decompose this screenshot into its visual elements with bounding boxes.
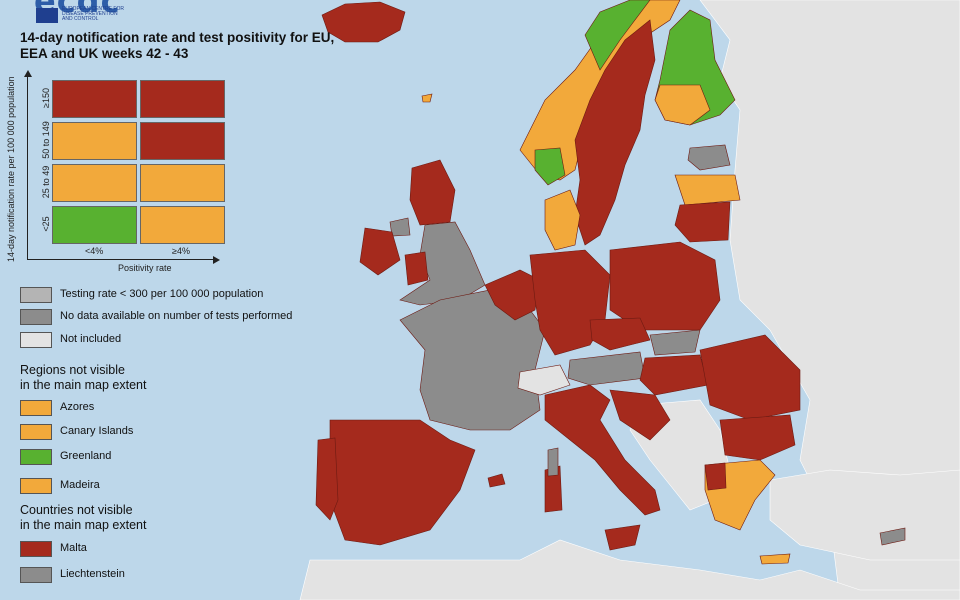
cyprus [879,527,906,546]
benelux [484,269,541,321]
matrix-cell [140,164,225,202]
finland-south [654,84,711,126]
austria [567,351,646,386]
legend-swatch [20,541,52,557]
row-label: ≥150 [41,88,51,108]
matrix-x-arrow-icon [213,256,220,264]
countries-heading: Countries not visible in the main map ext… [20,503,147,532]
ecdc-logo: ecdc EUROPEAN CENTRE FOR DISEASE PREVENTI… [34,0,194,26]
matrix-x-axis [27,259,217,260]
estonia [687,144,731,171]
matrix-y-arrow-icon [24,70,32,77]
poland [609,241,721,331]
legend-label: Azores [60,401,95,413]
wales [404,251,429,286]
ireland [359,227,401,276]
col-label: <4% [85,246,104,256]
legend-label: Greenland [60,450,112,462]
iceland [321,1,406,43]
germany [529,249,611,356]
land-turkey [769,469,960,561]
legend-label: Malta [60,542,87,554]
matrix-cell [140,80,225,118]
portugal [315,437,339,521]
switzerland [517,364,571,396]
norway-north-green [584,0,651,71]
regions-heading: Regions not visible in the main map exten… [20,363,147,392]
legend-swatch [20,567,52,583]
map-title: 14-day notification rate and test positi… [20,30,335,61]
sweden [574,19,656,246]
bulgaria [719,414,796,461]
denmark [544,189,581,251]
latvia [674,174,741,206]
legend-swatch [20,449,52,465]
romania [699,334,801,421]
crete [759,553,791,565]
legend-label: No data available on number of tests per… [60,310,293,322]
north-macedonia [704,462,727,491]
legend-swatch [20,400,52,416]
matrix-y-label: 14-day notification rate per 100 000 pop… [6,76,16,262]
matrix-x-label: Positivity rate [118,263,172,273]
row-label: 25 to 49 [41,165,51,199]
col-label: ≥4% [172,246,190,256]
legend-swatch [20,424,52,440]
spain [329,419,476,546]
matrix-cell [140,122,225,160]
sicily [604,524,641,551]
matrix-cell [52,80,137,118]
legend-label: Liechtenstein [60,568,125,580]
czechia [589,317,651,351]
legend-swatch [20,332,52,348]
croatia [609,389,671,441]
land-north-africa [299,539,960,600]
lithuania [674,201,731,243]
scotland [409,159,456,226]
italy [544,384,661,516]
logo-org-text: EUROPEAN CENTRE FOR DISEASE PREVENTION AND… [62,6,124,22]
row-label: <25 [41,216,51,232]
row-label: 50 to 149 [41,121,51,159]
norway-south-green [534,147,566,186]
legend-label: Canary Islands [60,425,134,437]
legend-label: Not included [60,333,122,345]
eu-flag-icon [36,8,58,23]
legend-label: Testing rate < 300 per 100 000 populatio… [60,288,264,300]
matrix-cell [52,122,137,160]
matrix-cell [52,164,137,202]
legend-swatch [20,287,52,303]
legend-label: Madeira [60,479,100,491]
matrix-y-axis [27,75,28,260]
slovakia [649,329,701,356]
matrix-cell [52,206,137,244]
matrix-cell [140,206,225,244]
legend-swatch [20,309,52,325]
legend-swatch [20,478,52,494]
balearic [487,473,506,488]
northern-ireland [389,217,411,237]
corsica [547,447,559,477]
faroe [421,93,433,103]
hungary [639,354,709,396]
